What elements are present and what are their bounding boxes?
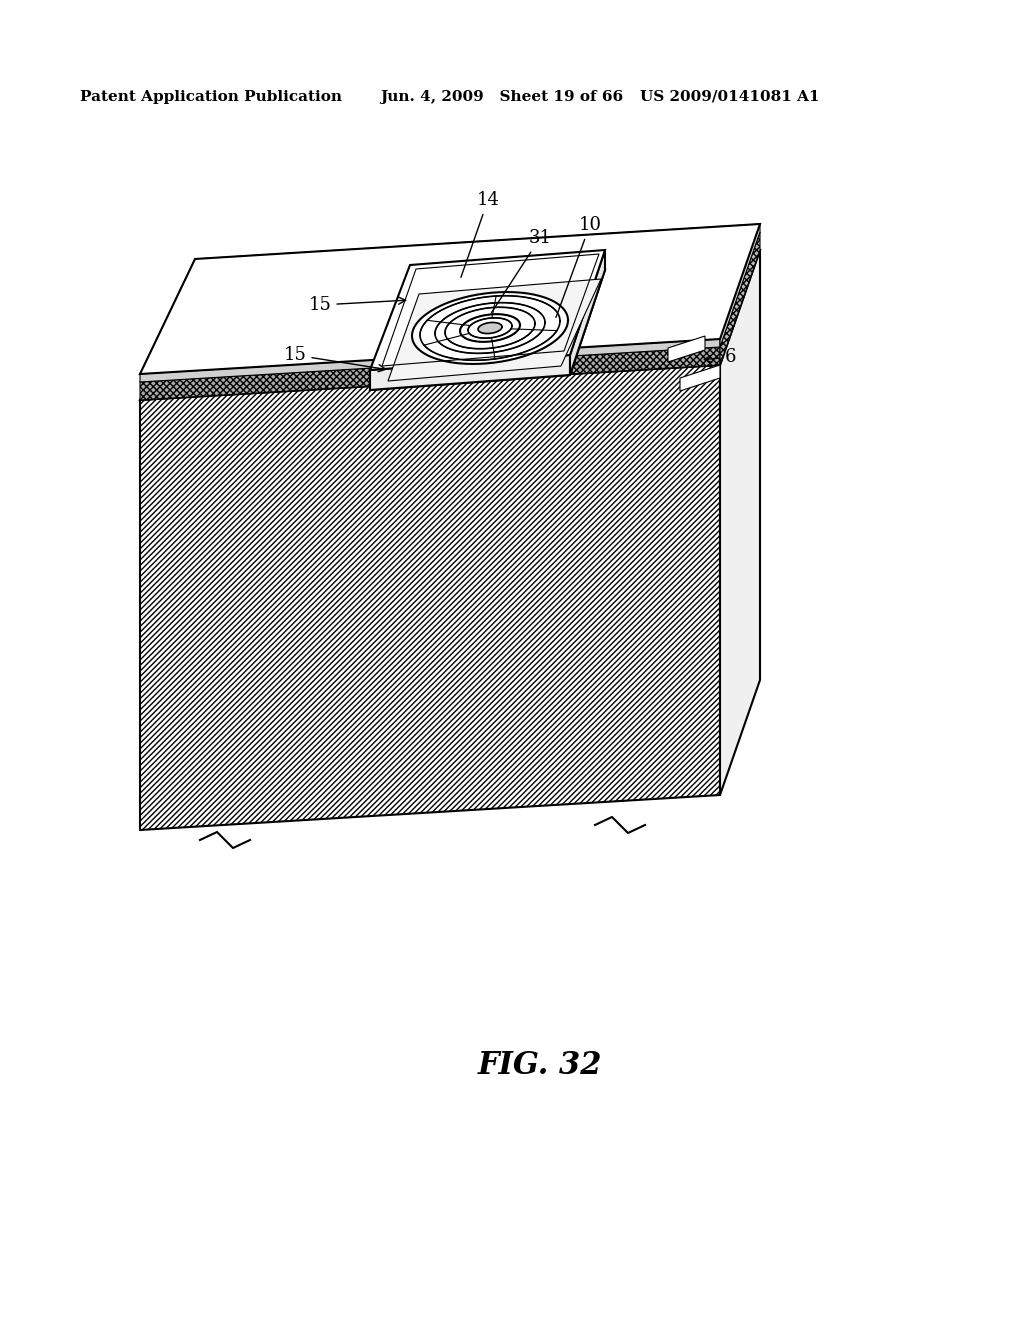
Polygon shape [388, 279, 601, 381]
Polygon shape [140, 347, 720, 400]
Text: US 2009/0141081 A1: US 2009/0141081 A1 [640, 90, 819, 104]
Polygon shape [140, 249, 760, 400]
Text: 10: 10 [556, 216, 601, 317]
Polygon shape [140, 224, 760, 374]
Text: Patent Application Publication: Patent Application Publication [80, 90, 342, 104]
Polygon shape [412, 292, 568, 364]
Polygon shape [720, 249, 760, 795]
Text: 15: 15 [308, 296, 406, 314]
Polygon shape [680, 366, 720, 391]
Polygon shape [570, 249, 605, 375]
Text: FIG. 32: FIG. 32 [478, 1049, 602, 1081]
Polygon shape [370, 271, 605, 389]
Polygon shape [140, 232, 760, 381]
Polygon shape [370, 249, 605, 370]
Polygon shape [435, 302, 545, 354]
Text: 6: 6 [705, 348, 736, 366]
Text: 14: 14 [461, 191, 500, 277]
Polygon shape [668, 337, 705, 362]
Polygon shape [140, 224, 760, 374]
Polygon shape [720, 224, 760, 347]
Text: 15: 15 [284, 346, 386, 372]
Polygon shape [140, 339, 720, 381]
Polygon shape [370, 355, 570, 389]
Text: 31: 31 [492, 228, 552, 313]
Polygon shape [460, 314, 520, 342]
Polygon shape [140, 366, 720, 830]
Polygon shape [720, 232, 760, 366]
Polygon shape [478, 322, 502, 334]
Text: Jun. 4, 2009   Sheet 19 of 66: Jun. 4, 2009 Sheet 19 of 66 [380, 90, 624, 104]
